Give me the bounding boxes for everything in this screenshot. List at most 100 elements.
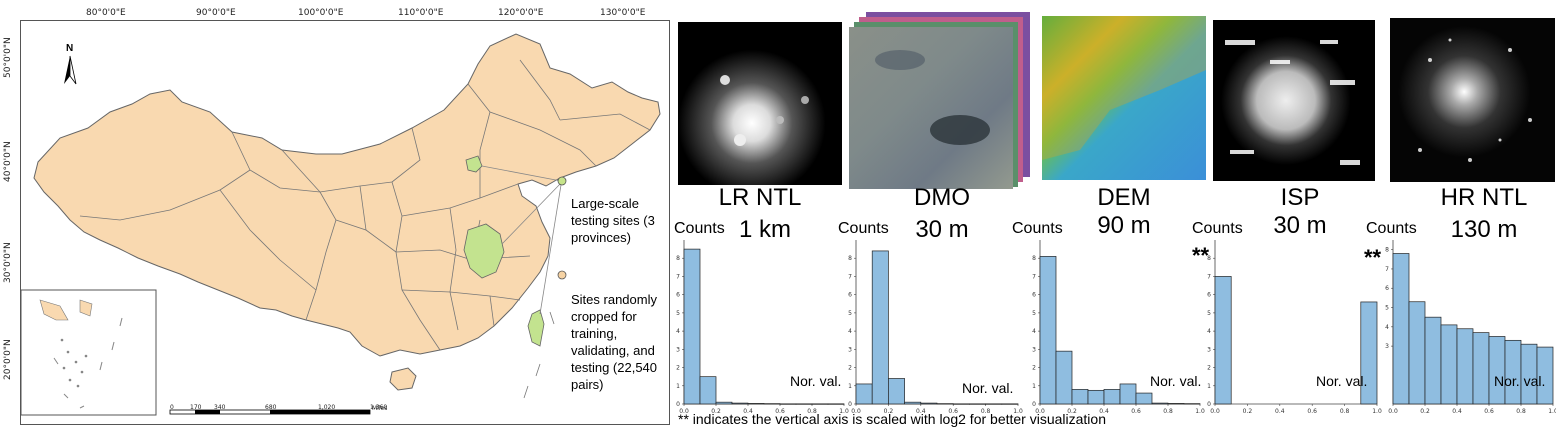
hist-4-xtick-label: 0.2 — [1420, 408, 1430, 415]
hist-3-ytick-label: 4 — [1207, 328, 1211, 335]
hist-0-bar-3 — [731, 402, 749, 405]
hist-2-bar-9 — [1183, 403, 1201, 405]
hist-0-bar-2 — [715, 401, 733, 405]
lr-ntl-image — [678, 22, 842, 185]
hist-0-xtick-label: 0.4 — [743, 408, 753, 415]
north-label: N — [66, 43, 74, 54]
hist-3-xtick-label: 0.8 — [1340, 408, 1350, 415]
north-arrow-icon — [64, 55, 77, 85]
panel-label-hr-ntl: HR NTL — [1440, 184, 1528, 211]
hist-2-ytick-label: 3 — [1032, 346, 1036, 353]
norval-label-4: Nor. val. — [1316, 373, 1368, 389]
scale-tick-5: 1,360 — [370, 404, 388, 411]
hist-4-ytick-label: 6 — [1385, 285, 1389, 292]
panel-res-dmo: 30 m — [915, 216, 969, 243]
anhui-highlight — [463, 223, 505, 279]
scale-unit: Miles — [372, 405, 388, 412]
hist-0-bar-8 — [811, 403, 829, 405]
panel-label-dmo: DMO — [914, 184, 970, 211]
hist-2-bar-6 — [1135, 392, 1153, 405]
hist-2-xtick-label: 1.0 — [1195, 408, 1205, 415]
panel-label-lr-ntl: LR NTL — [718, 184, 802, 211]
hist-3-ytick-label: 7 — [1207, 273, 1211, 280]
hist-2-bar-8 — [1167, 403, 1185, 405]
hist-2-ytick-label: 2 — [1032, 365, 1036, 372]
hist-0-ytick-label: 3 — [676, 346, 680, 353]
hist-3-ytick-label: 5 — [1207, 310, 1211, 317]
hist-0-xtick-label: 1.0 — [839, 408, 849, 415]
hist-2-xtick-label: 0.6 — [1131, 408, 1141, 415]
hist-1-ytick-label: 5 — [848, 310, 852, 317]
hist-1-bar-0 — [855, 383, 873, 405]
hist-2-ytick-label: 7 — [1032, 273, 1036, 280]
hist-4-bar-2 — [1424, 316, 1442, 405]
hainan-island — [389, 367, 417, 391]
hist-0-xtick-label: 0.6 — [775, 408, 785, 415]
legend-random-sites: Sites randomly cropped for training, val… — [571, 292, 658, 392]
lon-tick-5: 130°0'0"E — [600, 8, 646, 18]
hist-4-bar-3 — [1440, 324, 1458, 405]
counts-label-1: Counts — [674, 220, 725, 237]
hist-0-bar-0 — [683, 248, 701, 405]
hist-0-ytick-label: 0 — [676, 401, 680, 408]
panel-res-dem: 90 m — [1097, 212, 1151, 239]
hist-2-ytick-label: 8 — [1032, 255, 1036, 262]
hist-4-xtick-label: 0.0 — [1388, 408, 1398, 415]
footnote: ** indicates the vertical axis is scaled… — [678, 411, 1106, 427]
hist-1-bar-4 — [920, 402, 938, 405]
norval-label-1: Nor. val. — [790, 373, 842, 389]
hist-3-ytick-label: 3 — [1207, 346, 1211, 353]
lon-tick-0: 80°0'0"E — [86, 8, 126, 18]
hist-0-ytick-label: 7 — [676, 273, 680, 280]
isp-image — [1213, 20, 1375, 181]
hist-3-bar-0 — [1214, 276, 1232, 405]
hr-ntl-image — [1390, 18, 1555, 182]
hist-2-xtick-label: 0.8 — [1163, 408, 1173, 415]
hist-1-xtick-label: 0.8 — [981, 408, 991, 415]
hist-1-ytick-label: 6 — [848, 292, 852, 299]
hist-1-xtick-label: 0.0 — [851, 408, 861, 415]
hist-1-ytick-label: 4 — [848, 328, 852, 335]
hist-0-ytick-label: 4 — [676, 328, 680, 335]
hist-2-bar-2 — [1071, 389, 1089, 405]
hist-2-xtick-label: 0.2 — [1067, 408, 1077, 415]
lon-tick-1: 90°0'0"E — [196, 8, 236, 18]
hist-2-ytick-label: 0 — [1032, 401, 1036, 408]
hist-4-ytick-label: 5 — [1385, 305, 1389, 312]
hist-4-xtick-label: 0.6 — [1484, 408, 1494, 415]
hist-2-ytick-label: 4 — [1032, 328, 1036, 335]
norval-label-2: Nor. val. — [962, 380, 1014, 396]
hist-1-ytick-label: 8 — [848, 255, 852, 262]
hist-3-xtick-label: 0.6 — [1307, 408, 1317, 415]
hist-1-ytick-label: 1 — [848, 383, 852, 390]
norval-label-5: Nor. val. — [1494, 373, 1546, 389]
counts-label-2: Counts — [838, 220, 889, 237]
hist-2-bar-5 — [1119, 383, 1137, 405]
panel-label-isp: ISP — [1280, 184, 1320, 211]
hist-4-ytick-label: 7 — [1385, 266, 1389, 273]
hist-3-ytick-label: 2 — [1207, 365, 1211, 372]
panel-res-hr-ntl: 130 m — [1450, 216, 1518, 243]
legend-tan-marker — [557, 270, 567, 280]
hist-2-bar-4 — [1103, 389, 1121, 405]
china-mainland — [33, 33, 661, 357]
inset-islands — [39, 299, 93, 388]
hist-2-ytick-label: 6 — [1032, 292, 1036, 299]
panel-label-dem: DEM — [1097, 184, 1151, 211]
lon-tick-4: 120°0'0"E — [498, 8, 544, 18]
panel-res-lr-ntl: 1 km — [738, 216, 791, 243]
hist-2-bar-1 — [1055, 350, 1073, 405]
lat-tick-1: 40°0'0"N — [3, 141, 13, 182]
hist-4-xtick-label: 0.8 — [1516, 408, 1526, 415]
hist-0-ytick-label: 5 — [676, 310, 680, 317]
scale-tick-0: 0 — [170, 404, 174, 411]
counts-label-5: Counts — [1366, 220, 1417, 237]
hist-1-ytick-label: 2 — [848, 365, 852, 372]
hist-1-ytick-label: 3 — [848, 346, 852, 353]
hist-2-bar-0 — [1039, 256, 1057, 405]
dem-image — [1042, 16, 1206, 180]
hist-2-bar-7 — [1151, 402, 1169, 405]
hist-4-bar-5 — [1472, 332, 1490, 405]
hist-1-bar-6 — [952, 403, 970, 405]
